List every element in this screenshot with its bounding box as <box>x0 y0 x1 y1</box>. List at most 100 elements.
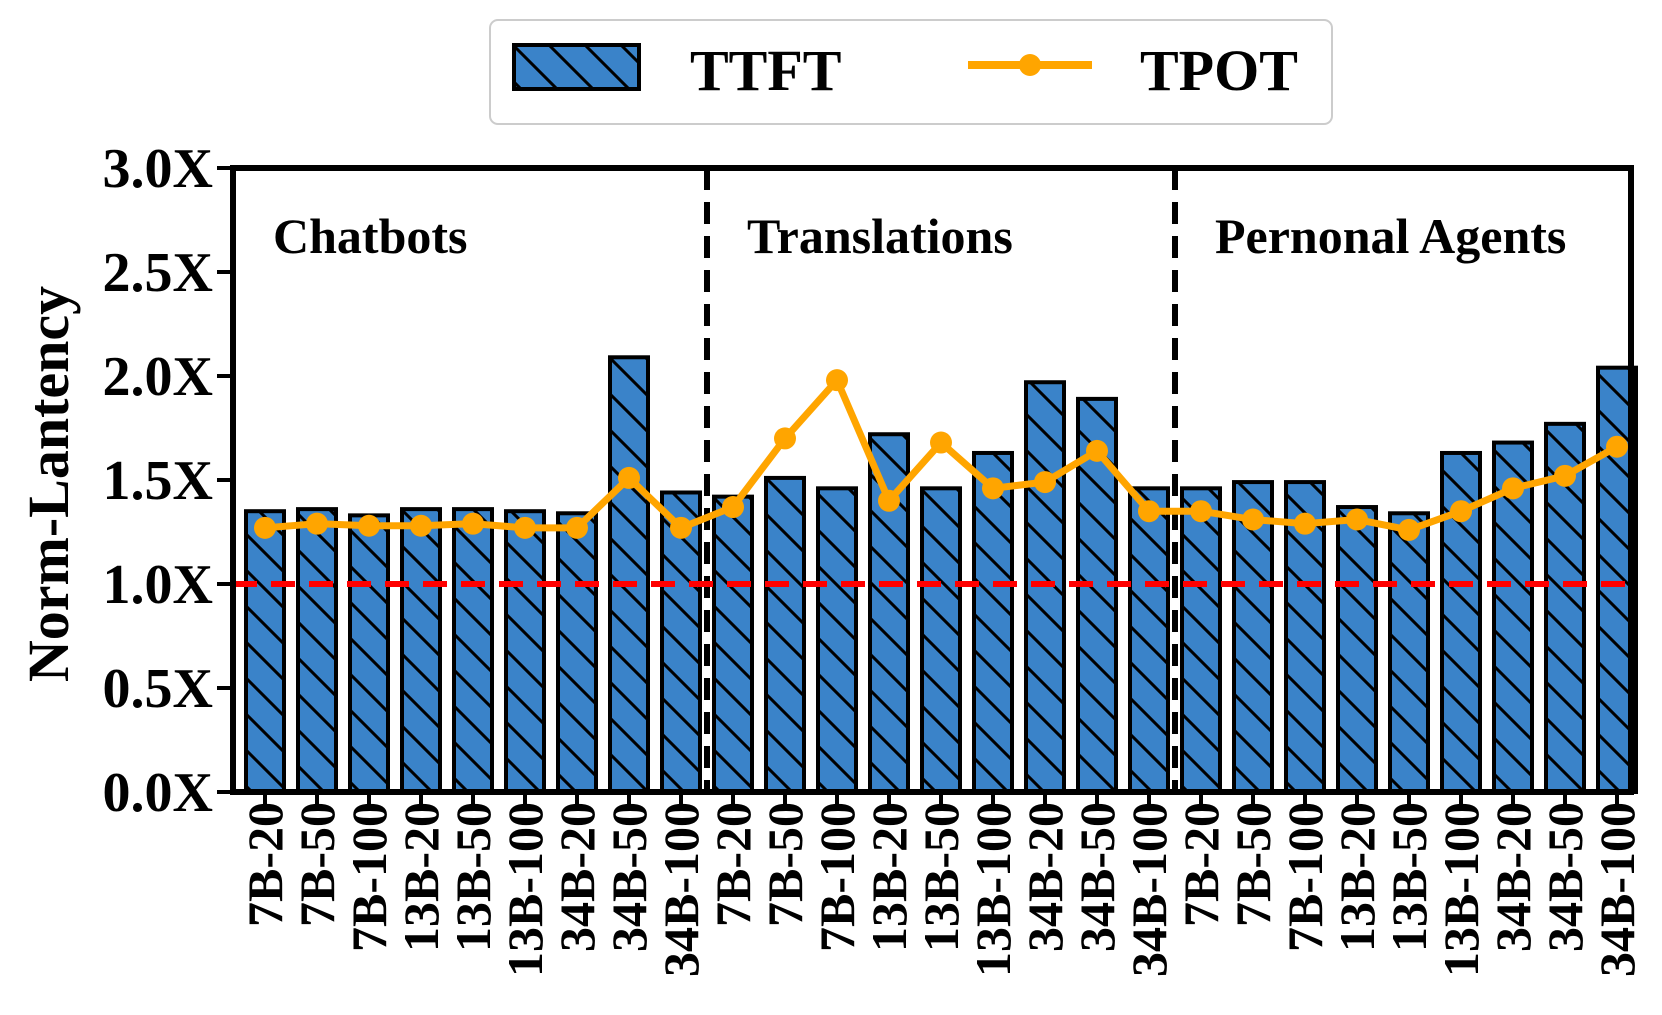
ttft-bar <box>1128 486 1170 794</box>
ttft-bar <box>1544 421 1586 794</box>
x-tick-label: 34B-20 <box>1485 802 1541 952</box>
x-tick-label: 13B-100 <box>965 802 1021 977</box>
x-tick-label: 34B-50 <box>1537 802 1593 952</box>
x-tick-label: 7B-50 <box>289 802 345 927</box>
tpot-point <box>410 514 432 537</box>
x-tick-label: 7B-20 <box>237 802 293 927</box>
tpot-point <box>1190 500 1212 523</box>
group-labels: Chatbots Translations Pernonal Agents <box>273 208 1566 264</box>
ttft-bar <box>504 509 546 794</box>
y-tick-label: 2.5X <box>103 242 213 304</box>
legend-ttft-swatch <box>512 43 641 91</box>
y-tick-label: 0.5X <box>103 658 213 720</box>
x-tick-label: 34B-50 <box>1069 802 1125 952</box>
ttft-bar <box>400 507 442 794</box>
y-tick-label: 3.0X <box>103 138 213 200</box>
x-tick-label: 7B-100 <box>341 802 397 952</box>
ttft-bar <box>1232 480 1274 794</box>
tpot-point <box>1398 518 1420 541</box>
y-tick-label: 1.0X <box>103 554 213 616</box>
ttft-bar <box>1388 511 1430 795</box>
tpot-point <box>1242 508 1264 531</box>
legend-tpot-marker <box>1019 54 1041 76</box>
x-tick-label: 13B-20 <box>861 802 917 952</box>
plot-frame <box>230 165 1634 795</box>
tpot-point <box>1034 471 1056 494</box>
tpot-point <box>1450 500 1472 523</box>
ttft-bar <box>556 511 598 795</box>
tpot-point <box>774 427 796 450</box>
x-tick-label: 34B-20 <box>549 802 605 952</box>
x-tick-label: 13B-20 <box>393 802 449 952</box>
tpot-point <box>1554 464 1576 487</box>
tpot-point <box>982 477 1004 500</box>
tpot-point <box>358 514 380 537</box>
ttft-bar <box>452 507 494 794</box>
ttft-bar <box>764 475 806 794</box>
tpot-point <box>1606 435 1628 458</box>
group-label: Chatbots <box>273 208 467 264</box>
x-tick-label: 13B-100 <box>497 802 553 977</box>
ttft-bars <box>244 355 1638 795</box>
tpot-point <box>618 466 640 489</box>
ttft-bar <box>920 486 962 794</box>
y-tick-label: 1.5X <box>103 450 213 512</box>
x-tick-label: 34B-50 <box>601 802 657 952</box>
tpot-point <box>1294 512 1316 535</box>
ttft-bar <box>660 490 702 794</box>
ttft-bar <box>348 513 390 794</box>
tpot-point <box>722 496 744 519</box>
x-tick-label: 13B-20 <box>1329 802 1385 952</box>
tpot-point <box>254 516 276 539</box>
ttft-bar <box>972 450 1014 794</box>
x-tick-label: 34B-100 <box>653 802 709 977</box>
ttft-bar <box>816 486 858 794</box>
y-tick-label: 0.0X <box>103 762 213 824</box>
tpot-point <box>566 516 588 539</box>
y-tick-label: 2.0X <box>103 346 213 408</box>
tpot-point <box>462 512 484 535</box>
x-tick-label: 13B-50 <box>1381 802 1437 952</box>
y-axis-ticks: 0.0X 0.5X 1.0X 1.5X 2.0X 2.5X 3.0X <box>103 138 233 824</box>
x-tick-label: 7B-20 <box>1173 802 1229 927</box>
tpot-point <box>1086 439 1108 462</box>
tpot-point <box>1502 477 1524 500</box>
tpot-point <box>1138 500 1160 523</box>
group-label: Pernonal Agents <box>1215 208 1566 264</box>
legend: TTFT TPOT <box>489 19 1333 125</box>
x-tick-label: 7B-100 <box>809 802 865 952</box>
tpot-point <box>670 516 692 539</box>
x-tick-label: 13B-50 <box>913 802 969 952</box>
x-axis-ticks: 7B-207B-507B-10013B-2013B-5013B-10034B-2… <box>237 792 1645 977</box>
ttft-bar <box>608 355 650 794</box>
x-tick-label: 7B-50 <box>1225 802 1281 927</box>
ttft-bar <box>296 507 338 794</box>
x-tick-label: 7B-20 <box>705 802 761 927</box>
x-tick-label: 7B-100 <box>1277 802 1333 952</box>
x-tick-label: 34B-100 <box>1589 802 1645 977</box>
tpot-point <box>514 516 536 539</box>
ttft-bar <box>1180 486 1222 794</box>
x-tick-label: 7B-50 <box>757 802 813 927</box>
ttft-bar <box>244 509 286 794</box>
legend-tpot-label: TPOT <box>1140 38 1298 103</box>
tpot-line <box>254 369 1628 541</box>
group-separators <box>704 168 1178 792</box>
ttft-bar <box>1024 380 1066 794</box>
tpot-point <box>1346 508 1368 531</box>
tpot-point <box>878 489 900 512</box>
ttft-bar <box>1336 505 1378 794</box>
x-tick-label: 34B-20 <box>1017 802 1073 952</box>
tpot-point <box>930 431 952 454</box>
x-tick-label: 13B-50 <box>445 802 501 952</box>
legend-ttft-label: TTFT <box>690 38 842 103</box>
x-tick-label: 34B-100 <box>1121 802 1177 977</box>
x-tick-label: 13B-100 <box>1433 802 1489 977</box>
y-axis-title: Norm-Lantency <box>16 286 81 682</box>
group-label: Translations <box>747 208 1013 264</box>
ttft-bar <box>712 494 754 794</box>
tpot-point <box>306 512 328 535</box>
legend-box <box>489 19 1333 125</box>
tpot-point <box>826 369 848 392</box>
